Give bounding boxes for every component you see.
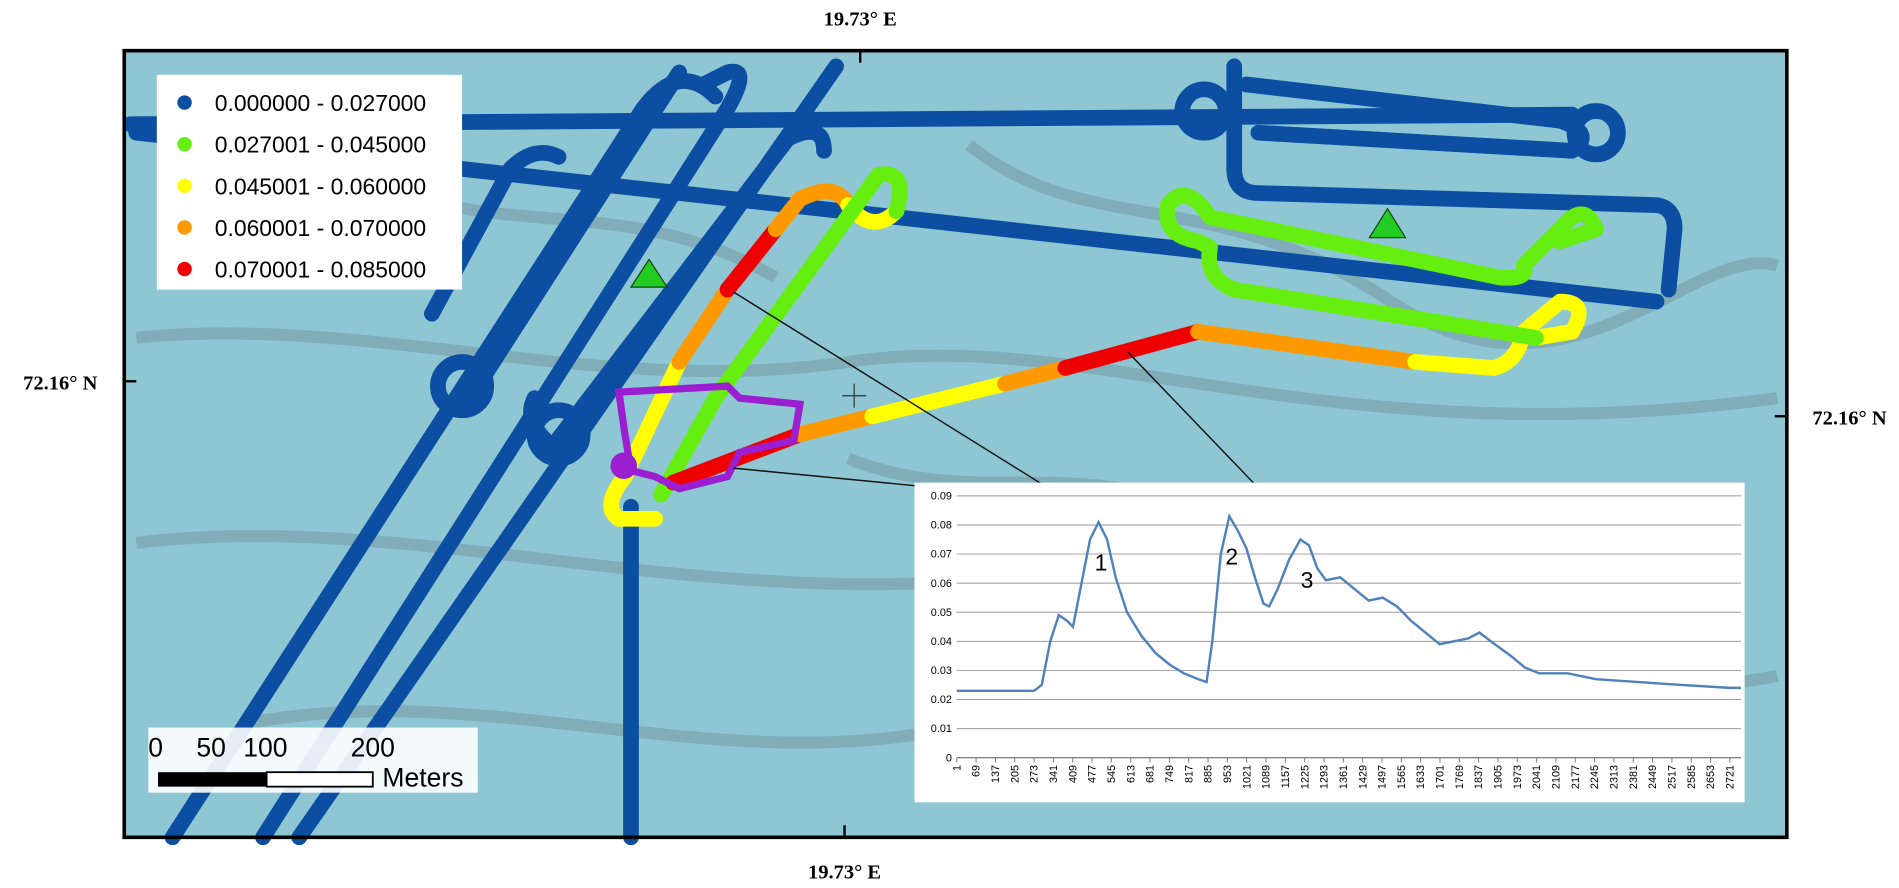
y-tick-label: 0.05 <box>931 607 952 619</box>
legend-label: 0.045001 - 0.060000 <box>215 173 426 199</box>
x-tick-label: 1905 <box>1493 765 1505 789</box>
y-tick-label: 0.06 <box>931 578 952 590</box>
x-tick-label: 69 <box>971 765 983 777</box>
x-tick-label: 1361 <box>1338 765 1350 789</box>
legend-label: 0.027001 - 0.045000 <box>215 132 426 158</box>
x-tick-label: 2517 <box>1667 765 1679 789</box>
peak-label: 3 <box>1301 567 1314 593</box>
x-tick-label: 1157 <box>1280 765 1292 788</box>
legend: 0.000000 - 0.027000 0.027001 - 0.045000 0.… <box>157 75 462 290</box>
y-tick-label: 0.04 <box>931 636 952 648</box>
y-tick-label: 0.09 <box>931 490 952 502</box>
scale-unit: Meters <box>382 763 463 793</box>
scale-segment <box>267 772 373 786</box>
scale-label: 100 <box>243 732 287 762</box>
x-tick-label: 2721 <box>1725 765 1737 789</box>
x-tick-label: 885 <box>1203 765 1215 783</box>
scale-segment <box>158 772 267 786</box>
longitude-label: 19.73° E <box>824 8 897 30</box>
legend-swatch <box>177 179 191 193</box>
x-tick-label: 2653 <box>1705 765 1717 789</box>
y-tick-label: 0.01 <box>931 723 952 735</box>
y-tick-label: 0.07 <box>931 549 952 561</box>
legend-label: 0.060001 - 0.070000 <box>215 215 426 241</box>
x-tick-label: 1 <box>951 765 963 771</box>
x-tick-label: 817 <box>1183 765 1195 783</box>
legend-swatch <box>177 137 191 151</box>
x-tick-label: 2245 <box>1589 765 1601 789</box>
x-tick-label: 953 <box>1222 765 1234 783</box>
x-tick-label: 2177 <box>1570 765 1582 789</box>
scale-bar: 0 50 100 200 Meters <box>148 728 478 793</box>
x-tick-label: 1633 <box>1415 765 1427 789</box>
x-tick-label: 1429 <box>1357 765 1369 789</box>
x-tick-label: 409 <box>1067 765 1079 783</box>
longitude-label: 19.73° E <box>808 861 881 883</box>
x-tick-label: 2313 <box>1609 765 1621 789</box>
x-tick-label: 2585 <box>1686 765 1698 789</box>
legend-swatch <box>177 262 191 276</box>
x-tick-label: 545 <box>1106 765 1118 783</box>
x-tick-label: 273 <box>1029 765 1041 783</box>
x-tick-label: 1837 <box>1473 765 1485 789</box>
x-tick-label: 1293 <box>1319 765 1331 789</box>
latitude-label: 72.16° N <box>1812 408 1886 430</box>
page: 19.73° E 19.73° E 72.16° N 72.16° N 0.00… <box>0 0 1899 888</box>
x-tick-label: 1769 <box>1454 765 1466 789</box>
site-marker <box>610 452 637 479</box>
x-tick-label: 2449 <box>1647 765 1659 789</box>
scale-label: 50 <box>196 732 226 762</box>
x-tick-label: 1497 <box>1377 765 1389 789</box>
inset-chart: 0 0.01 0.02 0.03 0.04 0.05 0.06 0.07 0.08 0.09 1 69… <box>915 483 1745 803</box>
scale-label: 0 <box>148 732 163 762</box>
x-tick-label: 2041 <box>1531 765 1543 789</box>
x-tick-label: 205 <box>1009 765 1021 783</box>
peak-label: 2 <box>1225 544 1238 570</box>
legend-swatch <box>177 95 191 109</box>
x-tick-label: 1565 <box>1396 765 1408 789</box>
x-tick-label: 2381 <box>1628 765 1640 789</box>
x-tick-label: 613 <box>1125 765 1137 783</box>
x-tick-label: 2109 <box>1551 765 1563 789</box>
y-tick-label: 0.02 <box>931 694 952 706</box>
x-tick-label: 477 <box>1087 765 1099 783</box>
scale-label: 200 <box>351 732 395 762</box>
inset-background <box>915 483 1745 803</box>
x-tick-label: 1225 <box>1299 765 1311 789</box>
x-tick-label: 681 <box>1145 765 1157 783</box>
x-tick-label: 1701 <box>1435 765 1447 789</box>
x-tick-label: 749 <box>1164 765 1176 783</box>
legend-label: 0.070001 - 0.085000 <box>215 257 426 283</box>
peak-label: 1 <box>1095 549 1108 575</box>
x-tick-label: 137 <box>990 765 1002 783</box>
x-tick-label: 1089 <box>1261 765 1273 789</box>
y-tick-label: 0.03 <box>931 665 952 677</box>
y-tick-label: 0.08 <box>931 520 952 532</box>
latitude-label: 72.16° N <box>23 373 97 395</box>
x-tick-label: 341 <box>1048 765 1060 783</box>
y-tick-label: 0 <box>946 752 952 764</box>
x-tick-label: 1973 <box>1512 765 1524 789</box>
x-tick-label: 1021 <box>1241 765 1253 789</box>
legend-swatch <box>177 220 191 234</box>
legend-label: 0.000000 - 0.027000 <box>215 90 426 116</box>
